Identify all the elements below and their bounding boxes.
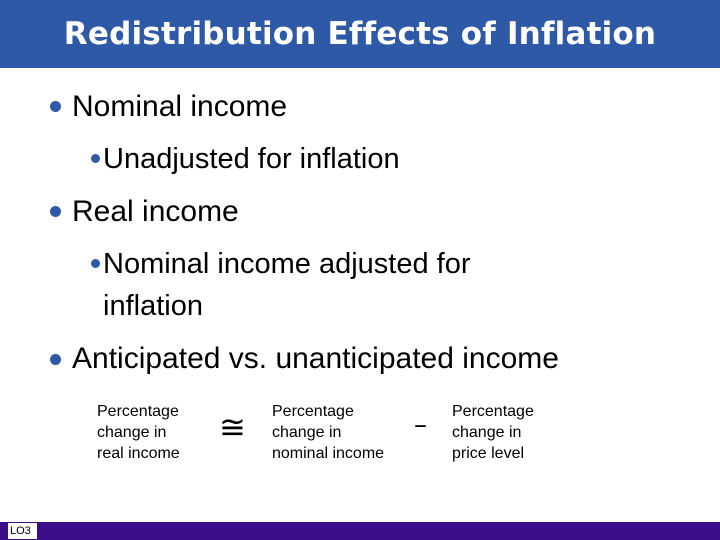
bullet-level2: Unadjusted for inflation [103, 143, 400, 175]
bullet-level1: Nominal income [72, 90, 288, 123]
bullet-level2: Nominal income adjusted for [103, 248, 471, 280]
bullet-dot [50, 354, 61, 365]
learning-objective-label: LO3 [8, 523, 37, 539]
formula-line: change in [97, 424, 167, 441]
bullet-dot [50, 206, 61, 217]
bullet-level1: Real income [72, 195, 239, 228]
bullet-level2-continued: inflation [103, 290, 203, 322]
formula-term-nominal-income: Percentage change in nominal income [272, 401, 384, 464]
formula-line: nominal income [272, 445, 385, 462]
slide-number: 20-10 [675, 511, 706, 525]
minus-symbol: – [414, 410, 427, 440]
formula-line: real income [97, 445, 180, 462]
formula-line: Percentage [272, 403, 354, 420]
bullet-level1: Anticipated vs. unanticipated income [72, 342, 559, 375]
formula-line: change in [452, 424, 522, 441]
footer-bar [0, 522, 720, 540]
formula-line: change in [272, 424, 342, 441]
title-bar: Redistribution Effects of Inflation [0, 0, 720, 68]
formula-term-price-level: Percentage change in price level [452, 401, 534, 464]
approx-equal-symbol: ≅ [219, 408, 246, 446]
formula-line: Percentage [452, 403, 534, 420]
bullet-dot [50, 101, 61, 112]
formula-line: Percentage [97, 403, 179, 420]
formula-term-real-income: Percentage change in real income [97, 401, 180, 464]
slide-title: Redistribution Effects of Inflation [63, 16, 657, 52]
sub-bullet-dot [91, 154, 100, 163]
sub-bullet-dot [91, 259, 100, 268]
formula-line: price level [452, 445, 525, 462]
